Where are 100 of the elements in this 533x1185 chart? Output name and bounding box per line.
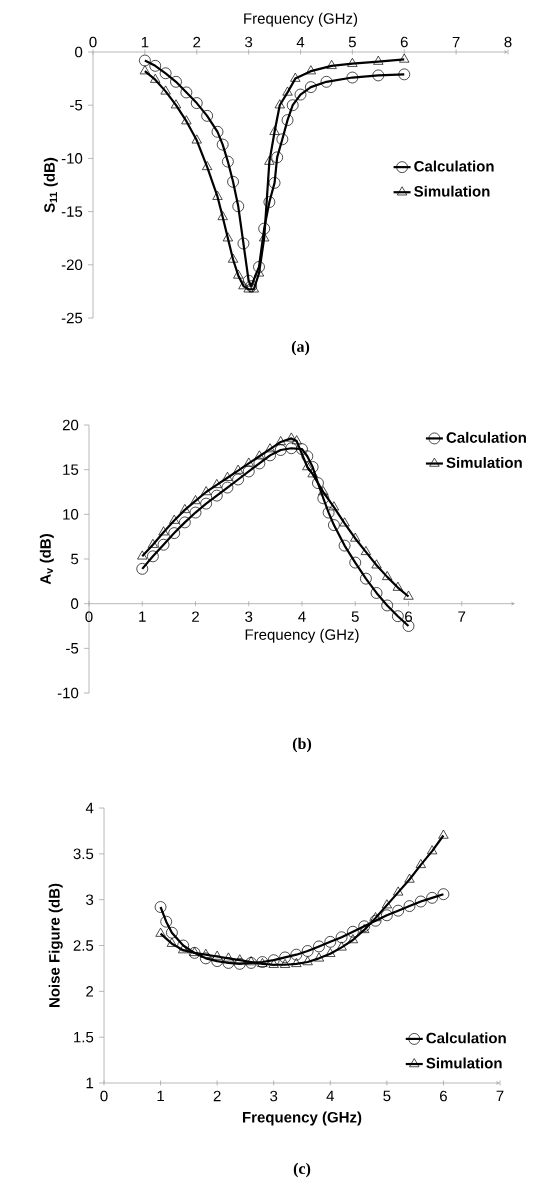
- point: [360, 572, 372, 585]
- point: [290, 948, 303, 961]
- point: [290, 72, 301, 82]
- point: [170, 99, 182, 109]
- point: [212, 190, 223, 200]
- point: [437, 888, 450, 901]
- point: [427, 845, 438, 855]
- point: [275, 436, 286, 446]
- point: [438, 829, 449, 839]
- point: [347, 925, 359, 938]
- x-tick-label: 0: [100, 1090, 108, 1102]
- point: [179, 516, 191, 529]
- y-tick-label: 5: [71, 553, 79, 565]
- point: [191, 134, 202, 144]
- point: [169, 514, 180, 524]
- legend-label: Calculation: [414, 160, 494, 172]
- point: [306, 461, 319, 473]
- point: [147, 550, 159, 563]
- point: [286, 432, 297, 442]
- point: [301, 450, 314, 463]
- point: [227, 253, 239, 263]
- point: [222, 232, 233, 242]
- point: [232, 200, 245, 213]
- point: [350, 532, 361, 542]
- point: [291, 958, 302, 967]
- point: [279, 958, 291, 968]
- point: [139, 54, 151, 67]
- point: [369, 914, 382, 927]
- x-tick-label: 3: [270, 1090, 278, 1102]
- point: [267, 954, 280, 967]
- point: [147, 538, 159, 548]
- point: [264, 449, 276, 462]
- point: [216, 138, 229, 151]
- point: [305, 65, 316, 75]
- point: [178, 944, 189, 954]
- y-tick-label: 10: [63, 509, 79, 520]
- x-tick-label: 7: [452, 36, 460, 48]
- point: [371, 559, 382, 569]
- point: [336, 941, 347, 951]
- point: [302, 956, 313, 966]
- y-tick-label: 1.5: [74, 1031, 94, 1043]
- point: [190, 495, 201, 505]
- point: [403, 590, 414, 600]
- point: [166, 926, 178, 939]
- x-tick-label: 7: [458, 611, 466, 622]
- point: [177, 939, 190, 952]
- point: [233, 958, 246, 970]
- point: [414, 895, 427, 908]
- point: [382, 571, 393, 580]
- y-tick-label: 15: [63, 464, 79, 475]
- point: [372, 69, 385, 82]
- legend-label: Simulation: [446, 456, 522, 468]
- point: [381, 899, 392, 909]
- point: [232, 464, 244, 474]
- point: [347, 934, 359, 944]
- y-tick-label: -5: [70, 99, 83, 111]
- x-tick-label: 4: [298, 611, 306, 622]
- x-tick-label: 4: [296, 36, 305, 48]
- y-tick-label: -25: [61, 312, 83, 324]
- point: [211, 125, 224, 138]
- point: [253, 457, 266, 470]
- x-tick-label: 5: [351, 611, 359, 622]
- point: [212, 950, 223, 960]
- x-tick-label: 7: [496, 1090, 504, 1102]
- point: [258, 222, 271, 235]
- point: [154, 901, 167, 913]
- point: [317, 492, 330, 505]
- point: [253, 261, 265, 273]
- point: [159, 67, 172, 80]
- text: (b): [292, 737, 312, 753]
- legend-label: Simulation: [414, 185, 490, 197]
- point: [381, 909, 393, 922]
- x-tick-label: 1: [157, 1090, 165, 1102]
- point: [200, 948, 211, 958]
- point: [136, 562, 149, 575]
- point: [158, 526, 169, 536]
- point: [399, 53, 410, 63]
- point: [200, 497, 212, 510]
- text: (a): [291, 340, 310, 356]
- y-tick-label: 3: [86, 894, 94, 905]
- point: [370, 587, 383, 599]
- point: [339, 517, 350, 527]
- point: [242, 274, 255, 287]
- point: [398, 68, 411, 81]
- y-tick-label: -10: [61, 153, 83, 164]
- y-tick-label: -10: [57, 687, 79, 699]
- point: [211, 479, 222, 488]
- point: [291, 435, 302, 445]
- x-tick-label: 6: [400, 36, 408, 48]
- point: [296, 443, 308, 455]
- x-tick-label: 1: [141, 36, 149, 48]
- x-tick-label: 6: [405, 611, 413, 622]
- point: [211, 955, 223, 967]
- point: [264, 443, 276, 453]
- x-tick-label: 2: [193, 36, 201, 48]
- y-tick-label: 0: [75, 46, 83, 58]
- point: [301, 945, 314, 957]
- point: [373, 55, 384, 65]
- x-tick-label: 2: [213, 1090, 221, 1102]
- point: [402, 620, 415, 632]
